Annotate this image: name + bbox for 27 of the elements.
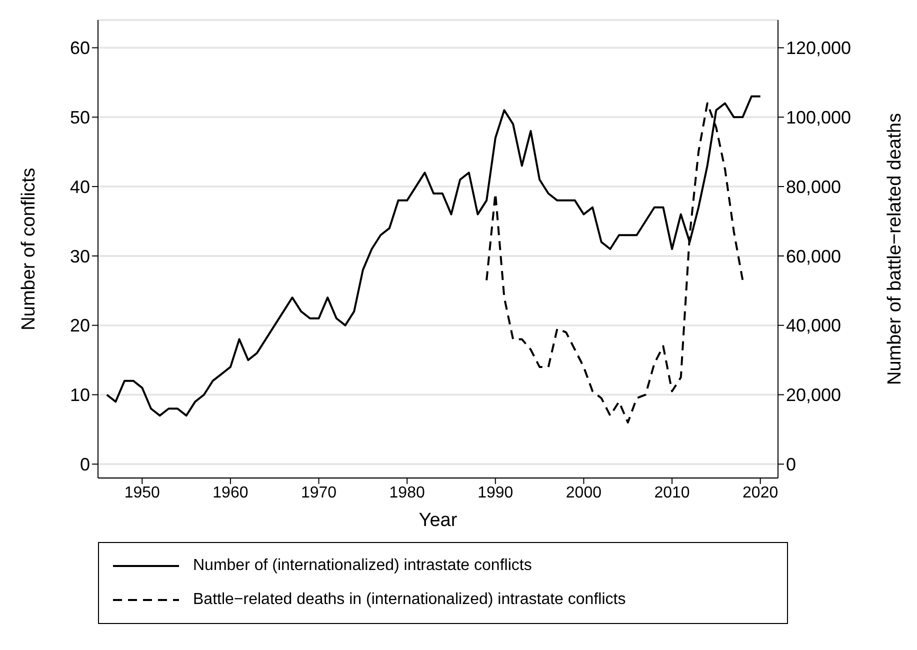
y2-tick-label: 60,000 [786, 246, 842, 266]
y-tick-label: 60 [70, 38, 90, 58]
y2-tick-label: 80,000 [786, 176, 842, 197]
x-axis-title: Year [418, 510, 458, 531]
y-tick-label: 30 [70, 246, 90, 266]
y2-tick-label: 0 [786, 454, 796, 475]
y2-tick-label: 120,000 [786, 38, 852, 58]
x-tick-label: 1970 [300, 484, 337, 502]
y2-axis-title: Number of battle−related deaths [884, 113, 906, 385]
x-tick-label: 1980 [389, 484, 425, 502]
y2-tick-label: 20,000 [786, 385, 842, 406]
x-tick-label: 1960 [212, 484, 248, 502]
x-tick-label: 2020 [742, 484, 778, 502]
legend-label: Number of (internationalized) intrastate conflicts [193, 557, 532, 575]
y-tick-label: 20 [70, 316, 90, 336]
x-tick-label: 2010 [654, 484, 690, 502]
y-tick-label: 40 [70, 176, 90, 197]
y-tick-label: 10 [70, 385, 90, 406]
y-tick-label: 50 [70, 108, 90, 128]
y-tick-label: 0 [80, 454, 90, 475]
legend-label: Battle−related deaths in (internationalized) intrastate conflicts [193, 591, 626, 609]
y2-tick-label: 100,000 [786, 108, 852, 128]
x-tick-label: 2000 [566, 484, 602, 502]
y-axis-title: Number of conflicts [18, 168, 40, 330]
y2-tick-label: 40,000 [786, 316, 842, 336]
x-tick-label: 1990 [478, 484, 514, 502]
x-tick-label: 1950 [124, 484, 160, 502]
